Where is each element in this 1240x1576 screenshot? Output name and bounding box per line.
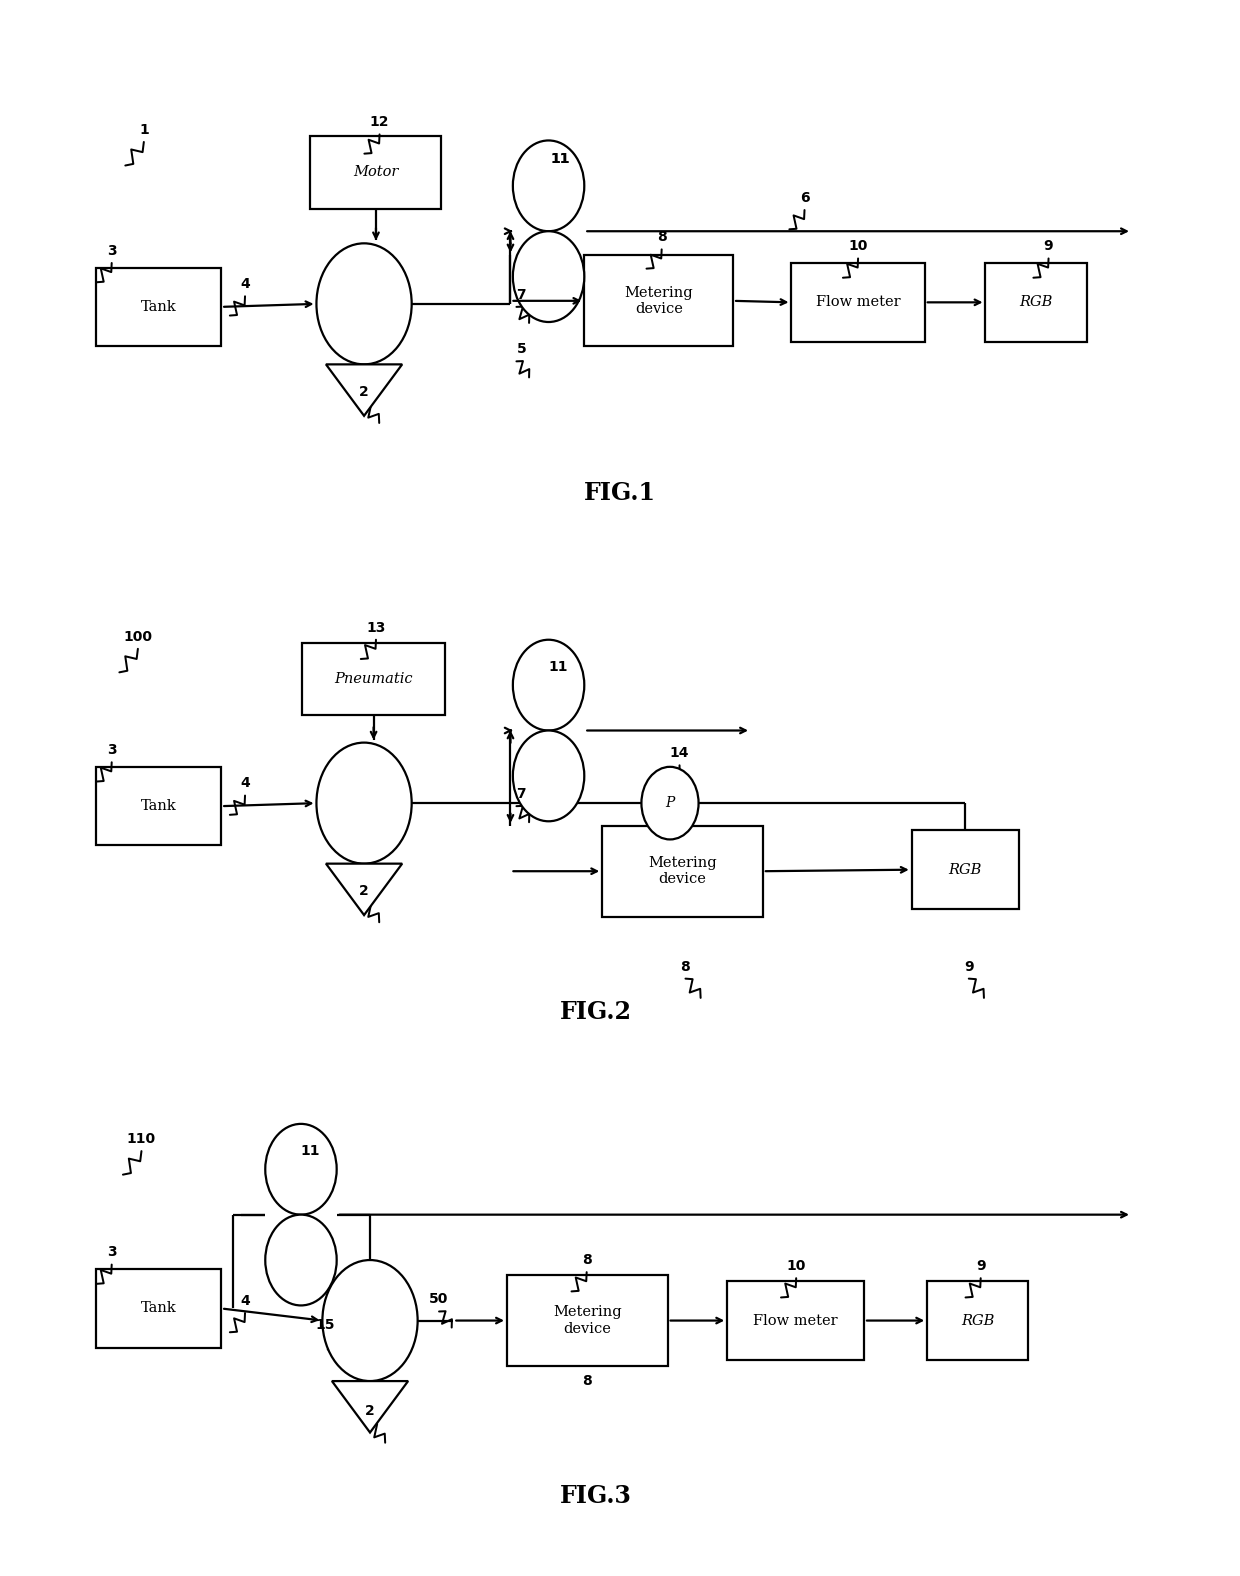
Circle shape (265, 1215, 337, 1305)
Text: 11: 11 (551, 151, 570, 165)
Text: 2: 2 (360, 884, 370, 898)
Text: 14: 14 (670, 745, 689, 760)
Text: 5: 5 (516, 342, 526, 356)
Text: 7: 7 (516, 786, 526, 801)
Text: 110: 110 (126, 1132, 156, 1146)
Text: 4: 4 (241, 277, 250, 292)
Text: Tank: Tank (141, 799, 176, 813)
Circle shape (316, 742, 412, 864)
Text: 10: 10 (786, 1259, 806, 1273)
Text: 3: 3 (107, 244, 117, 258)
Text: FIG.2: FIG.2 (560, 999, 632, 1024)
Text: 50: 50 (429, 1292, 449, 1307)
Circle shape (513, 232, 584, 322)
FancyBboxPatch shape (97, 1269, 221, 1347)
Text: Tank: Tank (141, 299, 176, 314)
Polygon shape (326, 364, 402, 416)
Text: 9: 9 (963, 960, 973, 974)
Text: 1: 1 (139, 123, 149, 137)
FancyBboxPatch shape (507, 1275, 667, 1366)
Text: 8: 8 (582, 1374, 591, 1388)
Text: 2: 2 (365, 1404, 374, 1418)
FancyBboxPatch shape (928, 1281, 1028, 1360)
FancyBboxPatch shape (911, 831, 1019, 909)
FancyBboxPatch shape (97, 768, 221, 845)
Text: Motor: Motor (353, 165, 398, 180)
Text: Flow meter: Flow meter (816, 295, 900, 309)
Text: RGB: RGB (961, 1313, 994, 1327)
Text: 8: 8 (582, 1253, 591, 1267)
FancyBboxPatch shape (791, 263, 925, 342)
Text: P: P (666, 796, 675, 810)
Text: FIG.3: FIG.3 (560, 1485, 632, 1508)
Text: 10: 10 (848, 240, 868, 254)
FancyBboxPatch shape (986, 263, 1086, 342)
Circle shape (513, 640, 584, 731)
FancyBboxPatch shape (727, 1281, 864, 1360)
Polygon shape (332, 1381, 408, 1433)
Text: Tank: Tank (141, 1302, 176, 1316)
Text: 6: 6 (800, 191, 810, 205)
Text: 9: 9 (1044, 240, 1053, 254)
Text: Pneumatic: Pneumatic (335, 671, 413, 686)
Text: 8: 8 (681, 960, 691, 974)
Text: 8: 8 (657, 230, 667, 244)
Text: 100: 100 (124, 630, 153, 643)
Text: RGB: RGB (1019, 295, 1053, 309)
Text: RGB: RGB (949, 862, 982, 876)
Circle shape (513, 731, 584, 821)
Text: 3: 3 (107, 744, 117, 756)
Text: 4: 4 (241, 777, 250, 791)
Text: 4: 4 (241, 1294, 250, 1308)
Circle shape (641, 768, 698, 840)
Circle shape (322, 1261, 418, 1381)
FancyBboxPatch shape (310, 136, 441, 208)
FancyBboxPatch shape (97, 268, 221, 347)
Text: 9: 9 (976, 1259, 986, 1273)
Text: FIG.1: FIG.1 (584, 481, 656, 504)
Polygon shape (326, 864, 402, 916)
Text: 11: 11 (548, 660, 568, 675)
Text: 3: 3 (107, 1245, 117, 1259)
Text: Metering
device: Metering device (553, 1305, 621, 1336)
FancyBboxPatch shape (603, 826, 763, 917)
Text: 13: 13 (366, 621, 386, 635)
Circle shape (513, 140, 584, 232)
Text: 12: 12 (370, 115, 389, 129)
Text: 11: 11 (551, 151, 570, 165)
FancyBboxPatch shape (584, 255, 733, 347)
Text: Flow meter: Flow meter (753, 1313, 838, 1327)
Text: 15: 15 (315, 1318, 335, 1332)
Text: Metering
device: Metering device (625, 285, 693, 315)
Text: 7: 7 (516, 288, 526, 301)
Text: 11: 11 (301, 1144, 320, 1158)
Text: 2: 2 (360, 385, 370, 399)
Text: Metering
device: Metering device (649, 856, 717, 886)
Circle shape (316, 243, 412, 364)
Circle shape (265, 1124, 337, 1215)
FancyBboxPatch shape (303, 643, 445, 716)
